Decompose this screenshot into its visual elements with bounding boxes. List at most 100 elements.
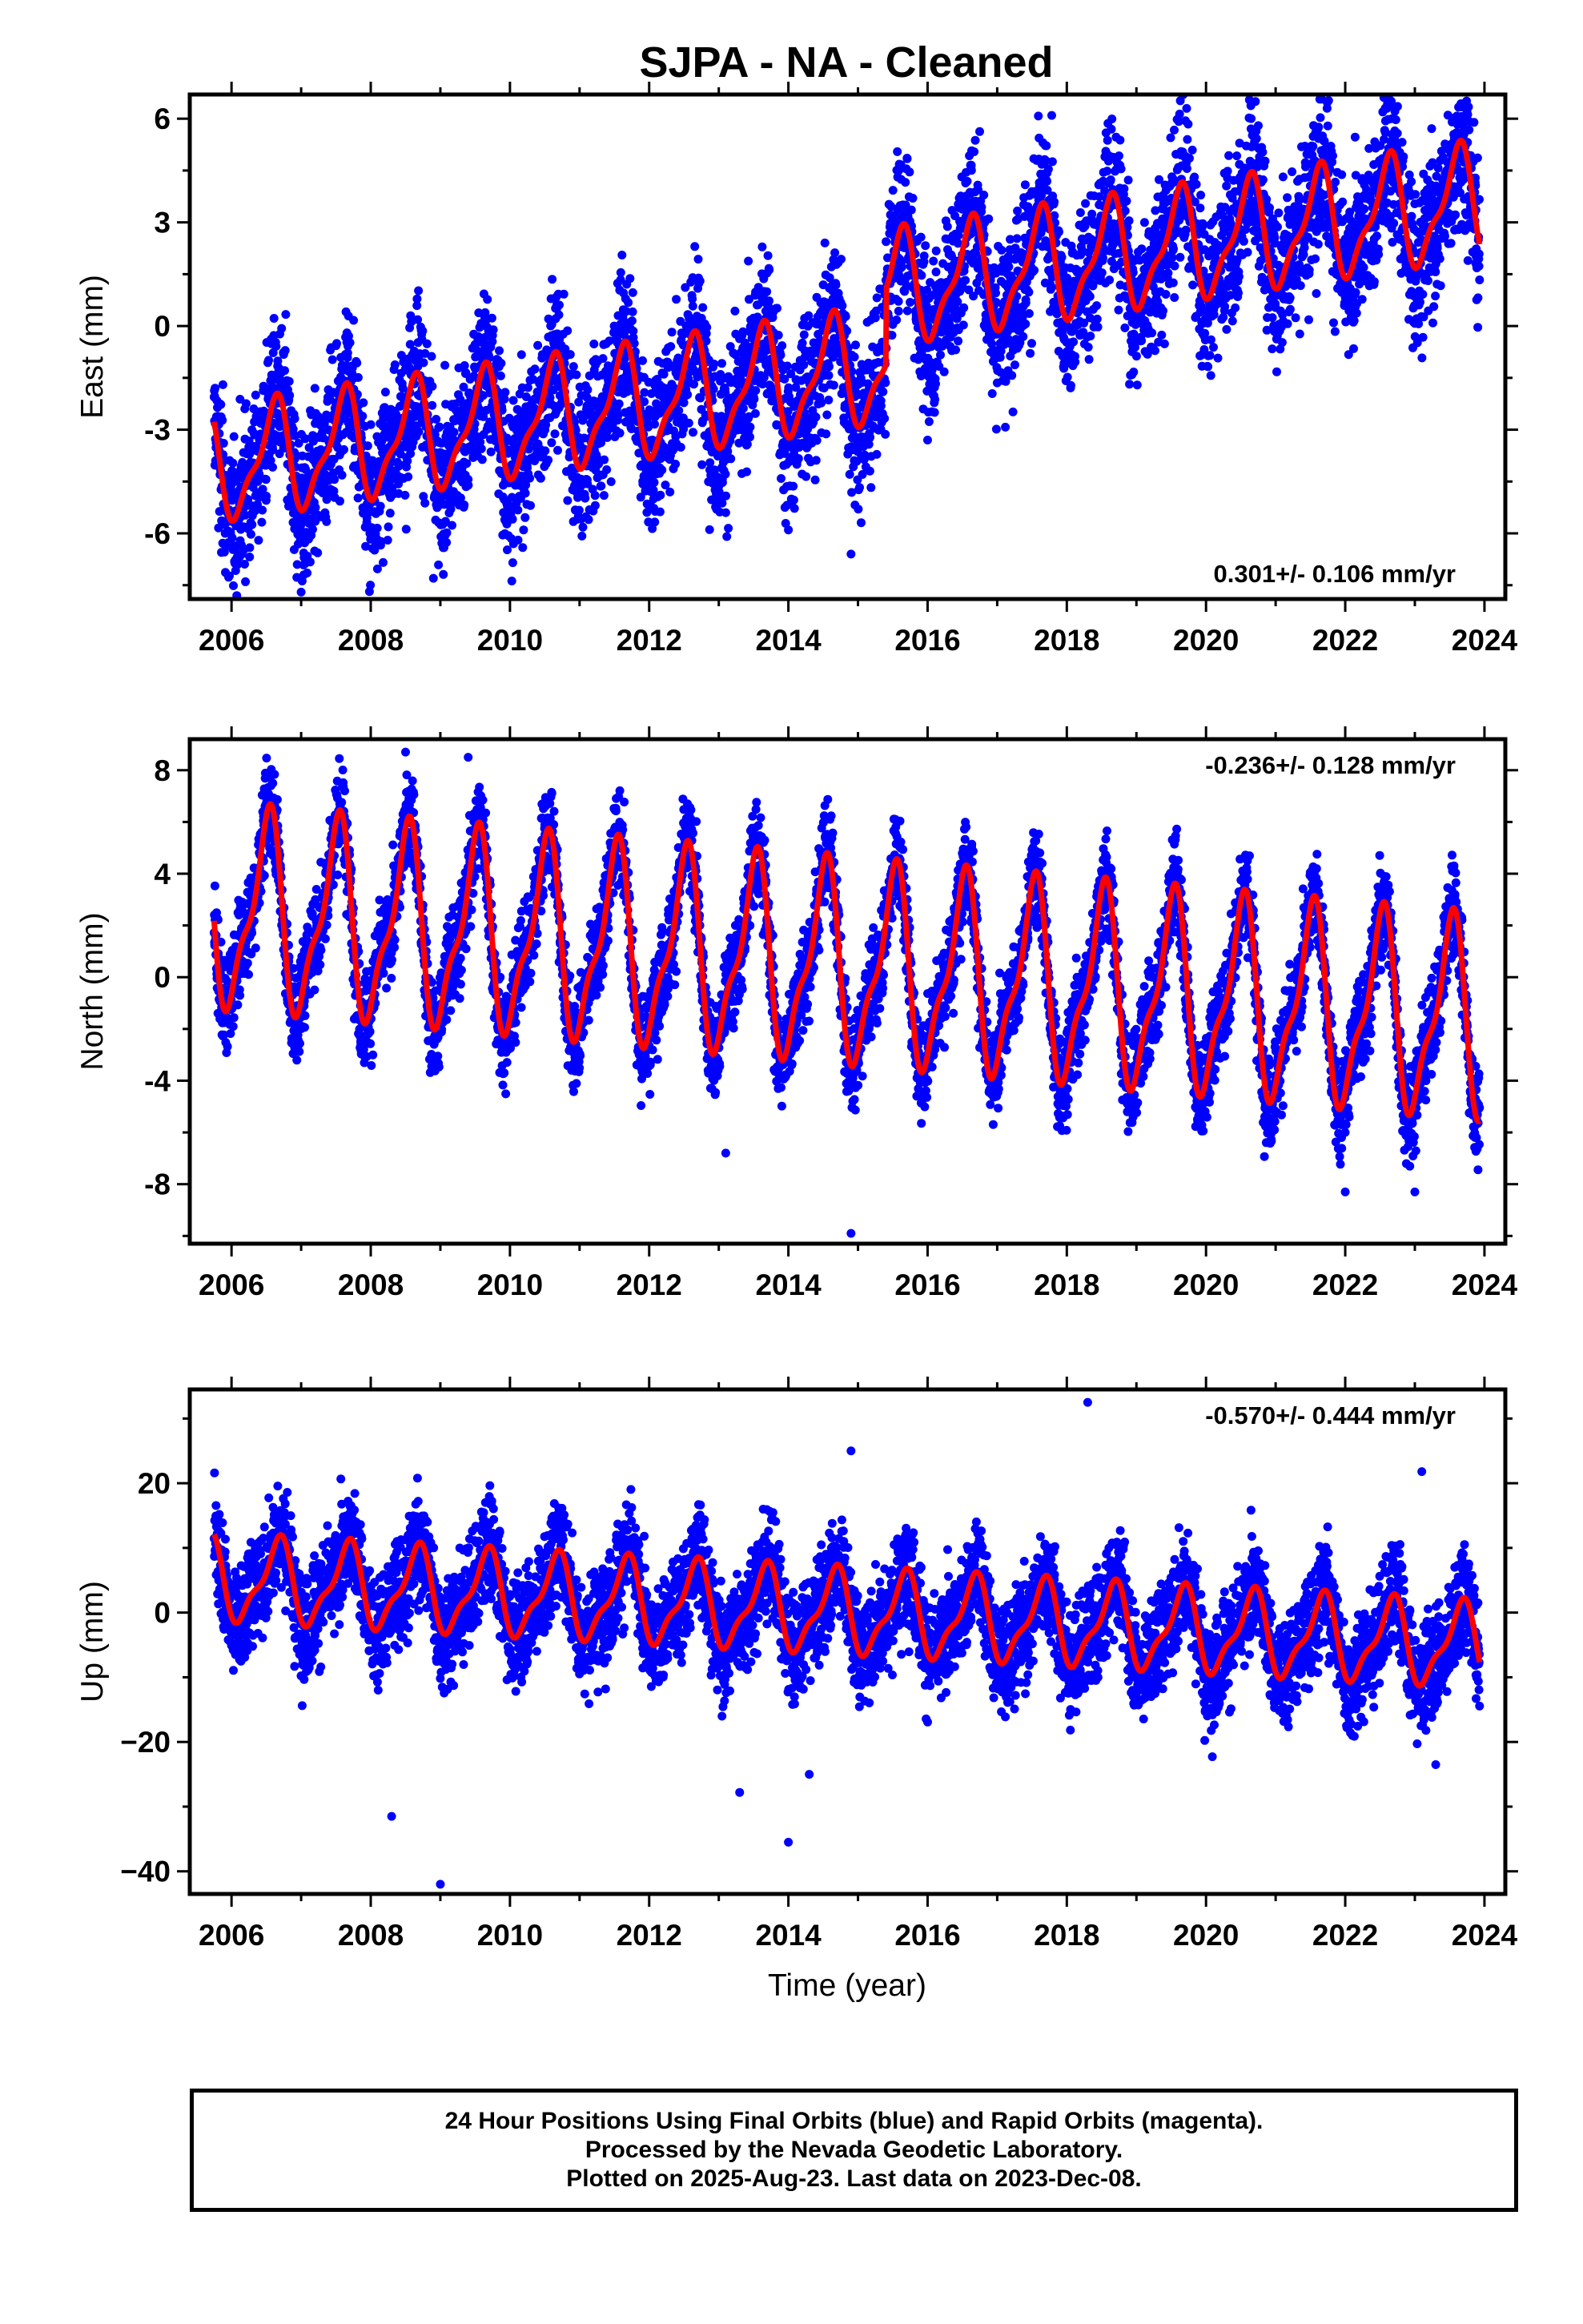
east-point: [617, 251, 627, 259]
east-point: [280, 346, 290, 356]
east-point: [1231, 303, 1240, 312]
east-point: [1122, 196, 1131, 206]
east-point: [822, 410, 832, 420]
east-point: [1175, 252, 1185, 262]
east-point: [1004, 262, 1014, 271]
east-point: [581, 493, 590, 503]
east-point: [555, 300, 564, 310]
east-point: [1013, 206, 1023, 215]
east-point: [359, 398, 368, 408]
east-point: [459, 382, 468, 392]
east-point: [962, 176, 972, 186]
east-point: [851, 340, 860, 350]
east-point: [606, 477, 616, 486]
east-point: [745, 432, 754, 442]
east-point: [661, 480, 670, 490]
east-point: [702, 323, 712, 332]
east-point: [1047, 111, 1056, 120]
east-point: [526, 501, 535, 510]
east-point: [479, 391, 488, 400]
east-point: [838, 301, 847, 311]
east-point: [310, 384, 319, 393]
east-point: [820, 238, 830, 247]
east-point: [500, 388, 510, 397]
east-point: [1181, 225, 1191, 235]
east-point: [442, 528, 452, 537]
east-point: [294, 439, 303, 448]
east-point: [349, 316, 359, 325]
east-point: [650, 517, 660, 527]
east-point: [640, 397, 649, 407]
east-point: [398, 384, 408, 393]
east-point: [824, 371, 834, 380]
east-point: [825, 273, 834, 283]
east-point: [701, 336, 711, 346]
east-point: [1107, 115, 1117, 123]
east-point: [247, 520, 257, 529]
east-point: [888, 186, 898, 195]
east-point: [876, 401, 886, 411]
east-point: [1159, 306, 1167, 316]
east-point: [536, 473, 545, 483]
east-point: [902, 154, 912, 163]
east-point: [480, 308, 490, 317]
east-point: [264, 356, 273, 365]
east-point: [638, 356, 647, 365]
east-point: [780, 374, 789, 384]
east-point: [1123, 175, 1133, 185]
east-point: [488, 337, 497, 346]
east-point: [1147, 328, 1157, 338]
east-point: [614, 399, 624, 408]
east-point: [1132, 380, 1142, 390]
east-point: [671, 460, 681, 468]
east-point: [958, 320, 968, 330]
east-point: [1183, 135, 1192, 144]
east-point: [1034, 111, 1043, 121]
east-point: [1222, 324, 1231, 334]
east-point: [789, 481, 798, 491]
east-point: [931, 246, 941, 255]
east-point: [1190, 172, 1199, 182]
panel-east: 2006 2008 2010 2012 2014 2016 2018 2020 2022 2024…: [75, 82, 1518, 657]
east-point: [697, 460, 707, 469]
east-point: [231, 545, 240, 554]
east-point: [345, 338, 355, 348]
east-point: [560, 344, 570, 354]
east-point: [757, 242, 767, 251]
east-point: [335, 497, 344, 506]
east-point: [921, 241, 930, 251]
east-point: [737, 411, 746, 420]
east-point: [881, 429, 890, 439]
east-point: [235, 395, 245, 404]
east-point: [786, 369, 796, 379]
east-point: [439, 569, 448, 579]
east-point: [1203, 362, 1213, 372]
east-point: [1047, 157, 1057, 167]
east-point: [1043, 176, 1051, 186]
east-point: [1106, 175, 1115, 184]
east-point: [440, 517, 450, 526]
east-point: [508, 514, 517, 524]
east-point: [959, 303, 969, 312]
east-point: [656, 490, 665, 500]
east-point: [496, 359, 506, 368]
east-point: [1100, 186, 1110, 195]
east-point: [892, 316, 902, 324]
east-point: [799, 360, 809, 370]
east-point: [280, 366, 289, 376]
east-point: [1161, 290, 1171, 299]
east-point: [970, 135, 980, 145]
east-point: [269, 314, 279, 323]
east-point: [533, 340, 543, 350]
east-point: [476, 437, 485, 447]
east-point: [1213, 353, 1223, 363]
east-point: [553, 445, 562, 455]
east-point: [1220, 302, 1230, 312]
east-point: [460, 501, 469, 509]
east-point: [577, 531, 587, 541]
east-point: [721, 491, 730, 501]
east-point: [1001, 422, 1010, 432]
east-point: [464, 480, 473, 490]
east-point: [665, 487, 675, 497]
east-point: [563, 326, 573, 336]
